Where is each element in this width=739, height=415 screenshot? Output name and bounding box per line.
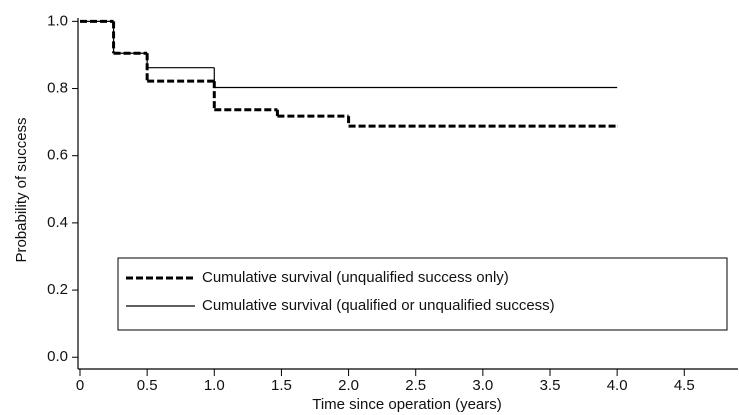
x-tick-label: 4.0 — [607, 377, 628, 394]
x-tick-label: 0 — [76, 377, 84, 394]
y-tick-label: 0.0 — [47, 348, 68, 365]
y-axis-label: Probability of success — [13, 117, 30, 262]
legend-box — [117, 257, 728, 331]
x-tick-label: 2.0 — [338, 377, 359, 394]
y-tick-label: 0.6 — [47, 147, 68, 164]
y-tick-label: 0.2 — [47, 281, 68, 298]
y-tick-label: 1.0 — [47, 12, 68, 29]
x-tick-label: 3.5 — [540, 377, 561, 394]
y-tick-label: 0.8 — [47, 80, 68, 97]
x-axis-label: Time since operation (years) — [312, 396, 502, 413]
x-tick-label: 3.0 — [472, 377, 493, 394]
y-tick-label: 0.4 — [47, 214, 68, 231]
x-tick-label: 1.5 — [271, 377, 292, 394]
legend-label: Cumulative survival (unqualified success… — [202, 269, 509, 286]
x-tick-label: 1.0 — [204, 377, 225, 394]
x-tick-label: 0.5 — [137, 377, 158, 394]
x-tick-label: 4.5 — [674, 377, 695, 394]
legend-label: Cumulative survival (qualified or unqual… — [202, 297, 555, 314]
x-tick-label: 2.5 — [405, 377, 426, 394]
